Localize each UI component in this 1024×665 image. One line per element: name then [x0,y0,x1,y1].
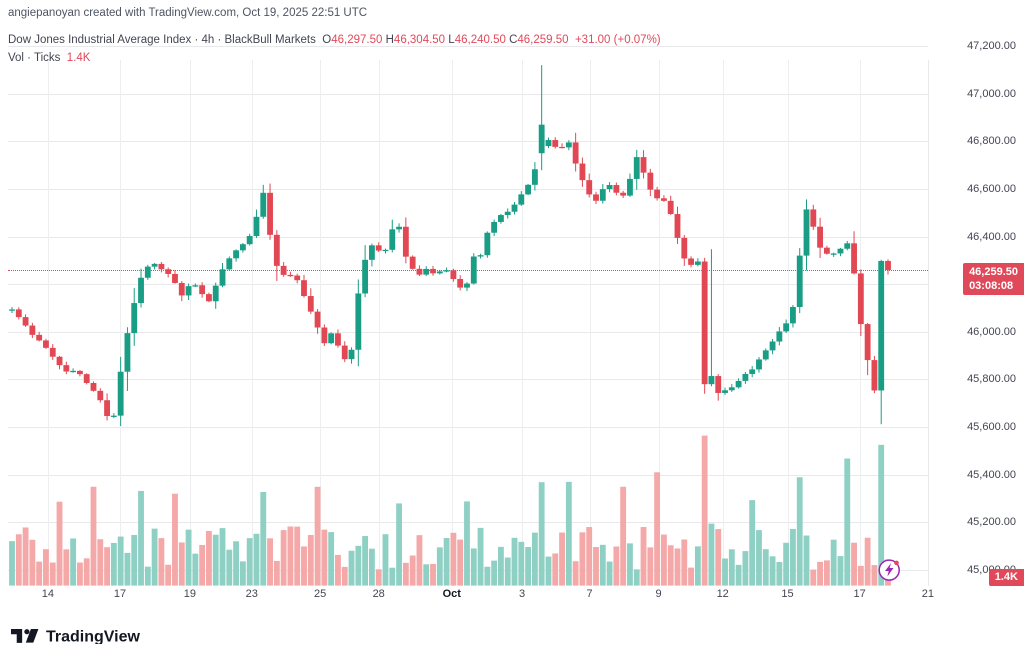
svg-text:TradingView: TradingView [46,629,141,644]
